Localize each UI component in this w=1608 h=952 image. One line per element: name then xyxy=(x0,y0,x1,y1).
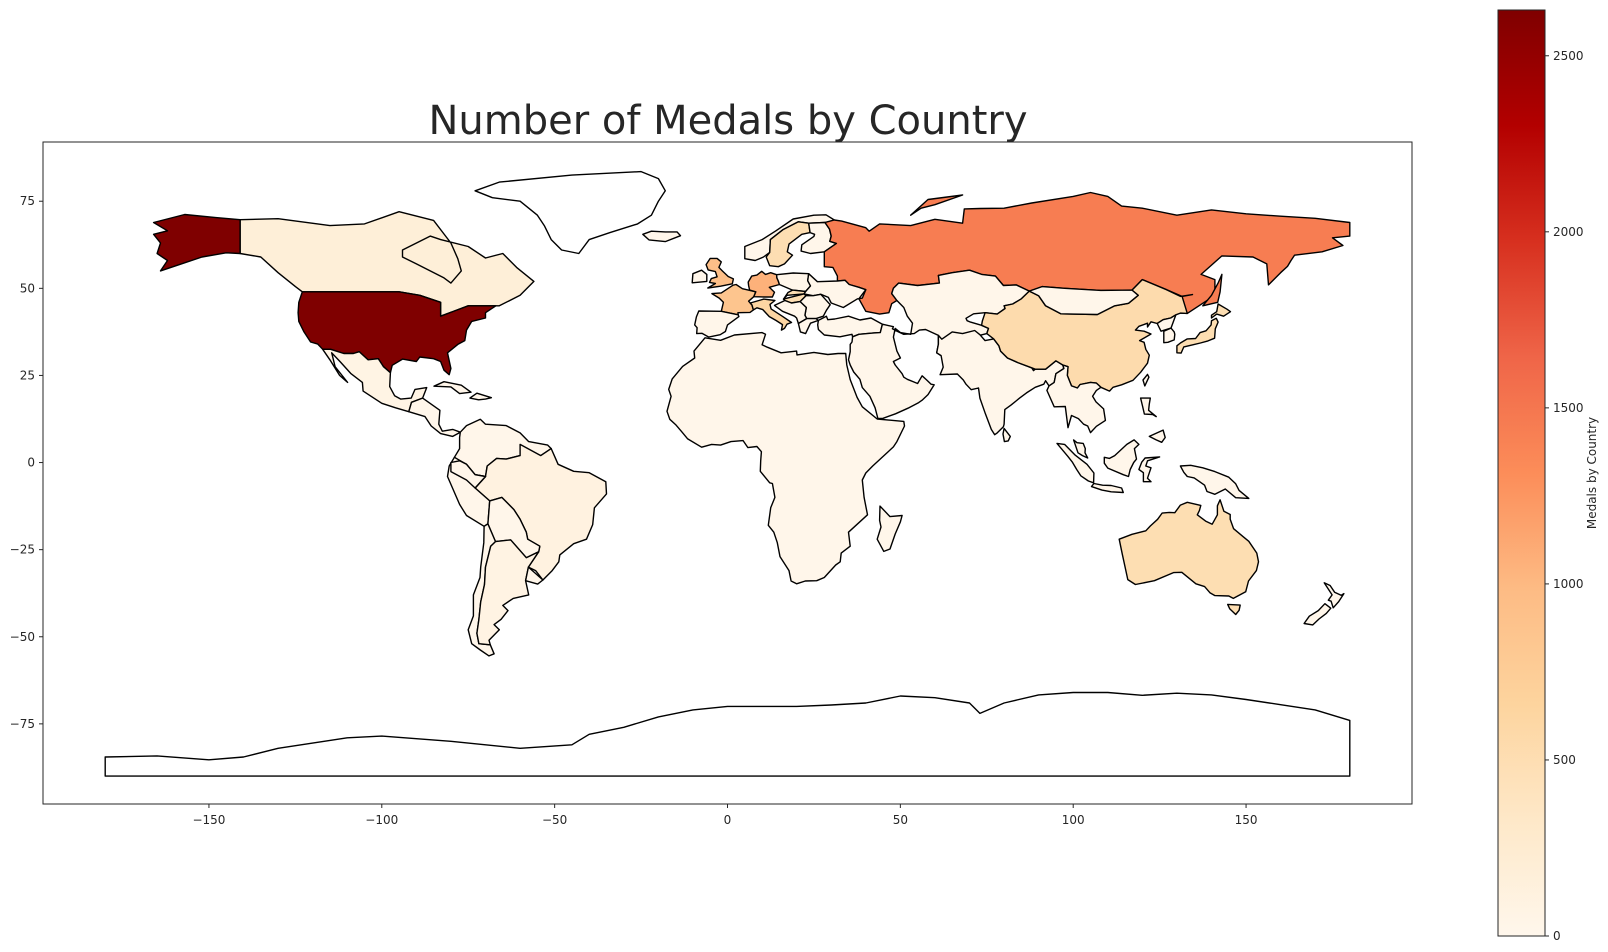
country-mexico-5 xyxy=(322,348,428,413)
colorbar-tick-label: 1000 xyxy=(1553,577,1584,591)
country-other-countries-59 xyxy=(433,381,472,395)
x-tick-label: 150 xyxy=(1235,813,1258,827)
colorbar-tick-label: 2500 xyxy=(1553,49,1584,63)
y-axis: −75 −50 −25 0 25 50 75 xyxy=(10,194,43,731)
colorbar-gradient xyxy=(1497,9,1546,937)
country-other-countries-57 xyxy=(1323,582,1345,609)
y-tick-label: −50 xyxy=(10,630,35,644)
country-japan-50 xyxy=(1176,317,1219,354)
y-tick-label: 0 xyxy=(27,456,35,470)
country-other-countries-53 xyxy=(1156,314,1177,332)
country-other-countries-48 xyxy=(1138,456,1161,483)
x-tick-label: −150 xyxy=(192,813,225,827)
colorbar-tick-label: 2000 xyxy=(1553,225,1584,239)
colorbar-tick-label: 1500 xyxy=(1553,401,1584,415)
country-other-countries-58 xyxy=(450,460,487,489)
country-russia-26 xyxy=(1202,273,1223,307)
colorbar: 0 500 1000 1500 2000 2500 Medals by Country xyxy=(1497,9,1599,943)
chart-title: Number of Medals by Country xyxy=(428,98,1027,144)
country-antarctica-0 xyxy=(104,691,1351,777)
country-argentina-12 xyxy=(476,539,540,646)
y-tick-label: 75 xyxy=(20,194,35,208)
y-tick-label: 50 xyxy=(20,281,35,295)
country-australia-54 xyxy=(1118,499,1260,600)
country-other-countries-46 xyxy=(1139,397,1157,418)
country-australia-55 xyxy=(1227,603,1241,616)
country-alaska-united-states-3 xyxy=(152,213,241,272)
country-other-countries-34 xyxy=(797,317,820,335)
colorbar-ticks: 0 500 1000 1500 2000 2500 xyxy=(1545,49,1584,943)
map-area xyxy=(104,170,1351,777)
x-tick-label: 100 xyxy=(1062,813,1085,827)
country-other-countries-44 xyxy=(1090,482,1124,494)
colorbar-tick-label: 0 xyxy=(1553,929,1561,943)
country-other-countries-47 xyxy=(1148,429,1166,443)
country-italy-19 xyxy=(749,298,793,331)
country-japan-51 xyxy=(1210,303,1232,319)
y-tick-label: −75 xyxy=(10,717,35,731)
country-russia-27 xyxy=(910,194,964,216)
country-other-countries-39 xyxy=(1028,285,1139,316)
country-other-countries-15 xyxy=(876,505,903,553)
country-other-countries-33 xyxy=(773,299,808,325)
colorbar-label: Medals by Country xyxy=(1585,417,1599,529)
x-tick-label: −100 xyxy=(365,813,398,827)
colorbar-tick-label: 500 xyxy=(1553,753,1576,767)
country-other-countries-43 xyxy=(1103,439,1140,478)
country-other-countries-28 xyxy=(775,272,812,293)
x-axis: −150 −100 −50 0 50 100 150 xyxy=(192,804,1258,827)
country-other-countries-42 xyxy=(1056,442,1095,484)
country-other-countries-6 xyxy=(408,397,461,438)
country-united-kingdom-20 xyxy=(705,257,735,289)
country-other-countries-13 xyxy=(524,566,544,585)
country-other-countries-41 xyxy=(1072,439,1089,459)
country-other-countries-21 xyxy=(691,269,708,284)
country-other-countries-40 xyxy=(1046,364,1107,434)
country-greenland-2 xyxy=(474,170,666,255)
x-tick-label: 0 xyxy=(724,813,732,827)
x-tick-label: −50 xyxy=(542,813,567,827)
country-other-countries-61 xyxy=(642,230,682,243)
country-other-countries-45 xyxy=(1179,464,1250,500)
country-hungary-30 xyxy=(782,289,807,300)
country-russia-25 xyxy=(823,191,1351,315)
country-other-countries-49 xyxy=(1142,373,1150,387)
x-tick-label: 50 xyxy=(893,813,908,827)
country-other-countries-60 xyxy=(469,392,493,401)
country-other-countries-14 xyxy=(666,331,906,585)
country-other-countries-56 xyxy=(1303,603,1332,626)
country-other-countries-62 xyxy=(1002,427,1011,443)
country-united-states-4 xyxy=(297,291,497,376)
y-tick-label: −25 xyxy=(10,543,35,557)
y-tick-label: 25 xyxy=(20,368,35,382)
country-other-countries-17 xyxy=(694,310,740,338)
